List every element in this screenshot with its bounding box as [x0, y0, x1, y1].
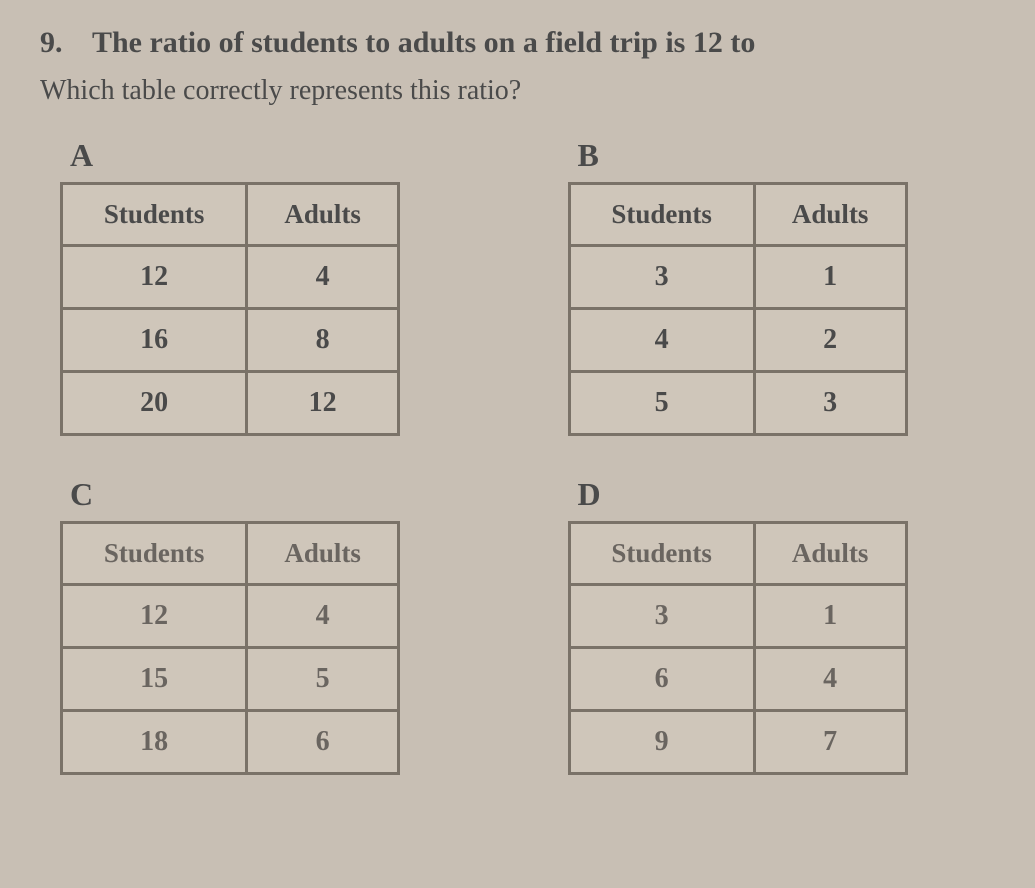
table-cell: 3: [569, 246, 754, 309]
table-cell: 4: [247, 585, 399, 648]
table-row: 12 4: [62, 585, 399, 648]
table-label-d: D: [568, 476, 976, 513]
table-block-b: B Students Adults 3 1 4 2 5 3: [568, 137, 976, 436]
table-row: 20 12: [62, 372, 399, 435]
table-row: Students Adults: [62, 523, 399, 585]
table-cell: 1: [754, 246, 906, 309]
table-header-adults: Adults: [247, 523, 399, 585]
table-header-adults: Adults: [754, 523, 906, 585]
table-cell: 9: [569, 711, 754, 774]
table-cell: 20: [62, 372, 247, 435]
table-a: Students Adults 12 4 16 8 20 12: [60, 182, 400, 436]
table-cell: 18: [62, 711, 247, 774]
table-cell: 16: [62, 309, 247, 372]
table-block-a: A Students Adults 12 4 16 8 20 12: [60, 137, 468, 436]
table-cell: 4: [754, 648, 906, 711]
table-label-c: C: [60, 476, 468, 513]
table-row: 16 8: [62, 309, 399, 372]
table-row: 6 4: [569, 648, 906, 711]
table-cell: 2: [754, 309, 906, 372]
table-header-students: Students: [569, 523, 754, 585]
question-text-1: The ratio of students to adults on a fie…: [92, 26, 755, 59]
table-cell: 3: [754, 372, 906, 435]
table-cell: 3: [569, 585, 754, 648]
table-row: 18 6: [62, 711, 399, 774]
table-cell: 4: [569, 309, 754, 372]
table-cell: 6: [569, 648, 754, 711]
table-header-students: Students: [62, 184, 247, 246]
table-cell: 6: [247, 711, 399, 774]
table-d: Students Adults 3 1 6 4 9 7: [568, 521, 908, 775]
table-row: 4 2: [569, 309, 906, 372]
table-cell: 8: [247, 309, 399, 372]
table-cell: 7: [754, 711, 906, 774]
table-cell: 12: [62, 585, 247, 648]
question-number: 9.: [40, 26, 63, 59]
table-b: Students Adults 3 1 4 2 5 3: [568, 182, 908, 436]
table-row: 12 4: [62, 246, 399, 309]
question-line-2: Which table correctly represents this ra…: [40, 75, 995, 107]
table-header-students: Students: [569, 184, 754, 246]
table-label-b: B: [568, 137, 976, 174]
table-row: Students Adults: [569, 523, 906, 585]
table-row: 3 1: [569, 585, 906, 648]
table-c: Students Adults 12 4 15 5 18 6: [60, 521, 400, 775]
table-cell: 12: [62, 246, 247, 309]
table-cell: 1: [754, 585, 906, 648]
table-row: Students Adults: [62, 184, 399, 246]
table-header-adults: Adults: [247, 184, 399, 246]
table-row: 15 5: [62, 648, 399, 711]
table-cell: 5: [569, 372, 754, 435]
question-line-1: 9. The ratio of students to adults on a …: [40, 20, 995, 65]
table-header-students: Students: [62, 523, 247, 585]
table-block-d: D Students Adults 3 1 6 4 9 7: [568, 476, 976, 775]
table-row: Students Adults: [569, 184, 906, 246]
table-label-a: A: [60, 137, 468, 174]
table-row: 3 1: [569, 246, 906, 309]
table-cell: 15: [62, 648, 247, 711]
table-row: 9 7: [569, 711, 906, 774]
table-cell: 4: [247, 246, 399, 309]
table-block-c: C Students Adults 12 4 15 5 18 6: [60, 476, 468, 775]
table-cell: 12: [247, 372, 399, 435]
table-header-adults: Adults: [754, 184, 906, 246]
tables-grid: A Students Adults 12 4 16 8 20 12 B Stu: [40, 137, 995, 775]
table-cell: 5: [247, 648, 399, 711]
table-row: 5 3: [569, 372, 906, 435]
